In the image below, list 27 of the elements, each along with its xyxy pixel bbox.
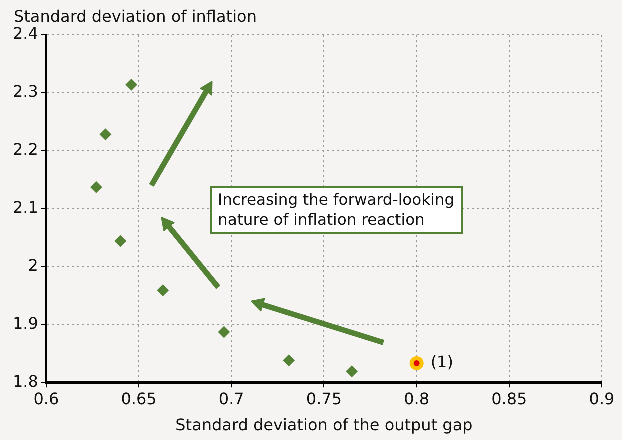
x-tick-label: 0.6 [34,389,60,408]
point [218,326,230,338]
y-tick-label: 1.8 [12,372,38,391]
y-tick-label: 1.9 [12,314,38,333]
y-tick-label: 2.2 [12,140,38,160]
point [126,78,138,91]
x-tick-label: 0.9 [589,389,615,408]
y-tick-label: 2.1 [12,198,38,217]
annotation: Increasing the forward-looking nature of inflation reaction [210,186,463,234]
point [100,128,112,141]
x-tick-label: 0.75 [306,389,342,408]
point [346,366,358,378]
x-tick-label: 0.7 [218,389,244,408]
y-axis-title: Standard deviation of inflation [14,7,257,26]
annotation: (1) [430,352,454,372]
y-tick-label: 2 [28,256,38,275]
point [157,284,170,296]
x-axis-title: Standard deviation of the output gap [176,416,473,435]
y-tick-label: 2.3 [12,82,38,102]
x-tick-label: 0.65 [121,389,157,408]
point [283,354,296,367]
point [114,235,127,248]
point [90,181,102,194]
point [410,356,424,370]
x-tick-label: 0.85 [492,389,528,408]
y-tick-label: 2.4 [12,24,38,44]
x-tick-label: 0.8 [404,389,430,408]
